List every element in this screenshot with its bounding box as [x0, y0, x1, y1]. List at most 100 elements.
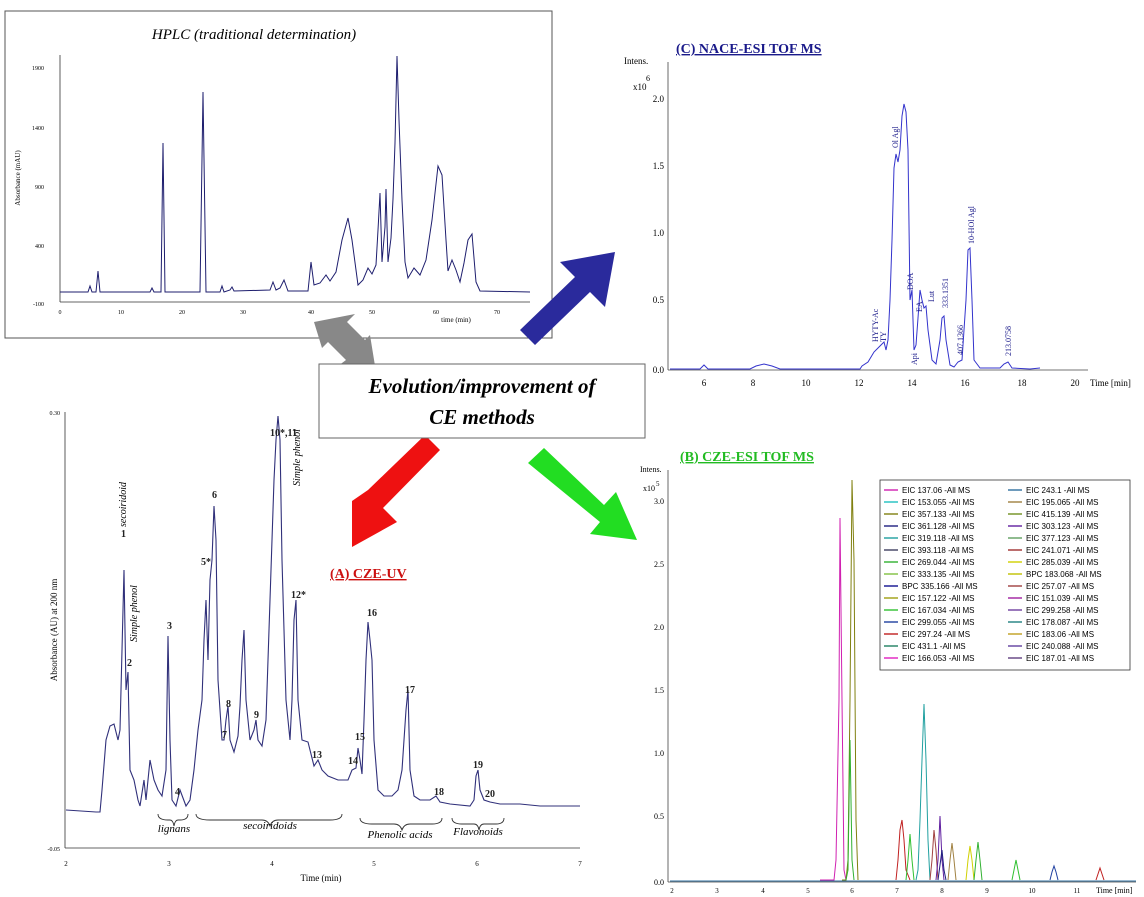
hplc-xtick: 10 [118, 310, 124, 316]
cze-uv-peak-label: 6 [212, 490, 217, 501]
legend-label: EIC 299.055 -All MS [902, 618, 974, 627]
hplc-xtick: 30 [240, 310, 246, 316]
hplc-ylabel: Absorbance (mAU) [14, 150, 22, 206]
legend-label: EIC 257.07 -All MS [1026, 582, 1094, 591]
center-box: Evolution/improvement of CE methods [318, 363, 646, 439]
cze-uv-peak-label: 15 [355, 732, 365, 743]
cze-uv-xtick: 5 [372, 860, 376, 868]
arrow-red [352, 435, 440, 547]
nace-xticks: 6 8 10 12 14 16 18 20 [702, 378, 1080, 388]
legend-label: EIC 319.118 -All MS [902, 534, 974, 543]
brace-secoiridoids [195, 813, 343, 828]
cze-esi-panel: (B) CZE-ESI TOF MS Intens. x10 5 0.0 0.5… [640, 450, 1136, 895]
cze-uv-annotation: secoiridoid [118, 481, 129, 527]
hplc-xtick: 50 [369, 310, 375, 316]
group-label: lignans [158, 823, 190, 835]
cze-uv-panel: (A) CZE-UV Absorbance (AU) at 200 nm 0.3… [48, 411, 583, 883]
eic-trace [965, 845, 975, 881]
legend-label: EIC 157.122 -All MS [902, 594, 974, 603]
cze-uv-title: (A) CZE-UV [330, 567, 407, 582]
eic-trace [895, 819, 911, 881]
cze-uv-peak-labels: 1 2 3 4 5* 6 7 8 9 10*,11 12* 13 14 15 1… [121, 428, 495, 800]
nace-peak-label: EA [915, 301, 924, 312]
hplc-ytick: 400 [35, 244, 44, 250]
arrows [314, 252, 637, 547]
eic-trace [1011, 859, 1021, 881]
legend-label: EIC 151.039 -All MS [1026, 594, 1098, 603]
arrow-green [528, 448, 637, 540]
cze-esi-title: (B) CZE-ESI TOF MS [680, 450, 814, 465]
cze-uv-peak-label: 1 [121, 529, 126, 540]
eic-trace [1049, 864, 1059, 881]
cze-esi-legend: EIC 137.06 -All MS EIC 243.1 -All MS EIC 1… [884, 486, 1102, 663]
nace-peak-label: Lut [927, 290, 936, 302]
nace-intens-label: Intens. [624, 56, 648, 66]
cze-esi-xticks: 2 3 4 5 6 7 8 9 10 11 [670, 887, 1081, 895]
eic-trace [973, 841, 983, 881]
legend-label: EIC 299.258 -All MS [1026, 606, 1098, 615]
nace-peak-labels: HYTY-Ac TY Api Ol Agl DOA EA Lut 333.135… [871, 126, 1013, 365]
nace-xtick: 12 [855, 378, 864, 388]
brace-flavonoids [451, 817, 505, 831]
nace-mult-label: x10 [633, 82, 647, 92]
legend-label: EIC 415.139 -All MS [1026, 510, 1098, 519]
hplc-frame [4, 10, 553, 339]
hplc-ytick: 1900 [32, 66, 44, 72]
brace-phenolic [359, 817, 443, 832]
cze-esi-ytick: 2.5 [654, 560, 664, 569]
cze-uv-xtick: 7 [578, 860, 582, 868]
nace-xtick: 8 [751, 378, 756, 388]
eic-trace [937, 849, 947, 881]
hplc-xtick: 40 [308, 310, 314, 316]
center-line-2: CE methods [429, 405, 535, 429]
nace-xtick: 10 [802, 378, 812, 388]
nace-yticks: 0.0 0.5 1.0 1.5 2.0 [653, 94, 665, 375]
nace-peak-label: 407.1366 [956, 325, 965, 355]
nace-peak-label: 213.0758 [1004, 326, 1013, 356]
cze-uv-peak-label: 2 [127, 658, 132, 669]
nace-mult-exp: 6 [646, 74, 650, 83]
eic-trace [947, 842, 957, 881]
group-label: Phenolic acids [366, 829, 432, 841]
nace-ytick: 2.0 [653, 94, 665, 104]
cze-uv-braces [157, 813, 505, 832]
nace-ytick: 1.5 [653, 161, 665, 171]
cze-esi-ytick: 1.0 [654, 749, 664, 758]
group-label: Flavonoids [452, 826, 503, 838]
cze-esi-traces [670, 479, 1136, 882]
cze-uv-trace [65, 415, 580, 813]
cze-uv-xtick: 3 [167, 860, 171, 868]
hplc-ytick: 1400 [32, 126, 44, 132]
cze-uv-peak-label: 8 [226, 699, 231, 710]
hplc-xtick: 20 [179, 310, 185, 316]
nace-peak-label: Ol Agl [891, 126, 900, 148]
cze-uv-xtick: 4 [270, 860, 274, 868]
legend-label: EIC 357.133 -All MS [902, 510, 974, 519]
legend-label: EIC 285.039 -All MS [1026, 558, 1098, 567]
nace-peak-label: 333.1351 [941, 278, 950, 308]
cze-uv-peak-label: 5* [201, 557, 211, 568]
nace-peak-label: DOA [906, 272, 915, 290]
cze-uv-peak-label: 13 [312, 750, 322, 761]
hplc-xlabel: time (min) [441, 316, 471, 324]
legend-label: EIC 269.044 -All MS [902, 558, 974, 567]
cze-uv-xticks: 2 3 4 5 6 7 [64, 860, 582, 868]
hplc-ytick: 900 [35, 185, 44, 191]
nace-ytick: 0.5 [653, 295, 665, 305]
center-line-1: Evolution/improvement of [368, 374, 598, 398]
nace-title: (C) NACE-ESI TOF MS [676, 42, 822, 57]
legend-label: EIC 297.24 -All MS [902, 630, 970, 639]
hplc-yticks: -100 400 900 1400 1900 [32, 66, 44, 308]
legend-label: EIC 377.123 -All MS [1026, 534, 1098, 543]
cze-esi-legend-frame [879, 479, 1131, 671]
legend-label: EIC 361.128 -All MS [902, 522, 974, 531]
hplc-title: HPLC (traditional determination) [151, 27, 356, 43]
nace-peak-label: Api [910, 352, 919, 365]
legend-label: EIC 241.071 -All MS [1026, 546, 1098, 555]
cze-uv-peak-label: 18 [434, 787, 444, 798]
eic-trace [842, 479, 859, 881]
cze-uv-peak-label: 12* [291, 590, 306, 601]
legend-label: EIC 240.088 -All MS [1026, 642, 1098, 651]
cze-uv-group-labels: lignans secoiridoids Phenolic acids Flav… [158, 820, 503, 841]
